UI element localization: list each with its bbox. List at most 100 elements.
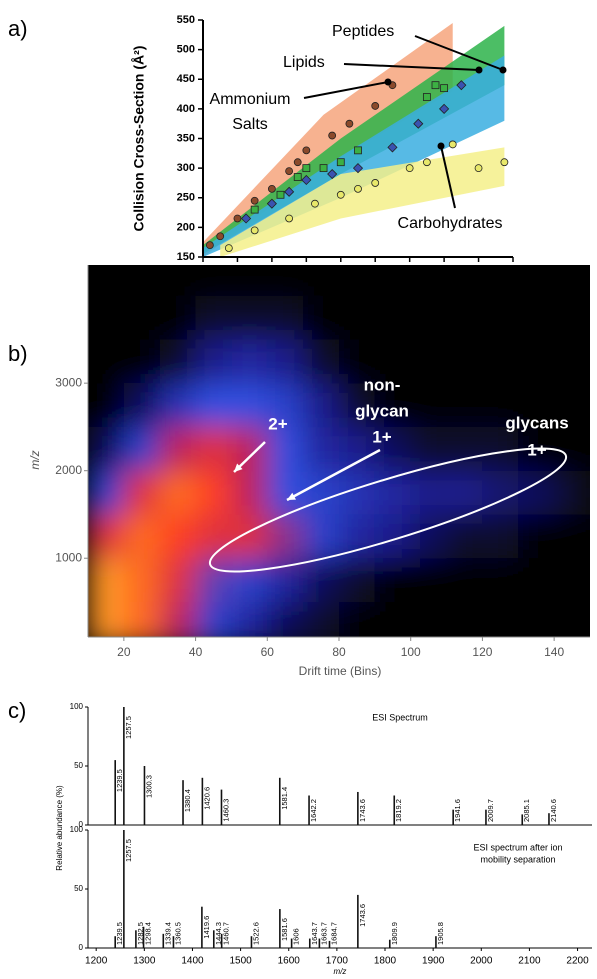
x-tick-label: 20 <box>117 645 131 659</box>
heatmap-cell <box>339 558 375 602</box>
heatmap-cell <box>554 383 590 427</box>
leader-line <box>440 145 456 209</box>
point <box>302 146 311 155</box>
heatmap-cell <box>303 514 339 559</box>
point <box>250 226 259 235</box>
y-tick-label: 300 <box>177 162 195 174</box>
y-tick-label: 100 <box>70 825 84 834</box>
y-tick-label: 250 <box>177 192 195 204</box>
heatmap-cells <box>88 295 590 637</box>
heatmap-cell <box>554 339 590 384</box>
peak-label: 1809.9 <box>390 922 399 945</box>
heatmap-cell <box>446 558 483 602</box>
heatmap-cell <box>267 470 304 515</box>
heatmap-cell <box>159 514 196 559</box>
heatmap-cell <box>482 426 519 471</box>
point <box>371 102 380 110</box>
point <box>448 140 457 149</box>
panel-label: a) <box>8 16 28 41</box>
heatmap-cell <box>303 339 339 384</box>
annotation: glycan <box>355 401 409 420</box>
peak-label: 1642.2 <box>309 799 318 822</box>
heatmap-cell <box>88 558 124 602</box>
heatmap-cell <box>518 339 555 384</box>
heatmap-cell <box>374 339 411 384</box>
heatmap-cell <box>267 426 304 471</box>
leader-dot <box>475 66 483 74</box>
point <box>413 118 424 129</box>
peak-label: 1460.7 <box>222 922 231 945</box>
heatmap-cell <box>410 601 447 637</box>
heatmap-cell <box>446 295 483 340</box>
x-tick-label: 1800 <box>374 956 397 967</box>
peak-label: 1941.6 <box>453 799 462 822</box>
heatmap-cell <box>231 426 268 471</box>
range-band <box>203 55 505 257</box>
point <box>352 163 364 174</box>
y-tick-label: 0 <box>79 943 84 952</box>
x-axis-label: Drift time (Bins) <box>299 664 382 678</box>
heatmap-cell <box>482 514 519 559</box>
point <box>293 173 302 181</box>
peak-label: 1743.6 <box>358 904 367 927</box>
heatmap-cell <box>446 470 483 515</box>
heatmap-cell <box>446 514 483 559</box>
leader-line <box>414 35 504 71</box>
heatmap-cell <box>231 383 268 427</box>
x-tick-label: 120 <box>472 645 492 659</box>
y-axis-label: m/z <box>28 450 42 469</box>
peak-label: 1743.6 <box>358 799 367 822</box>
point <box>319 164 328 173</box>
range-band <box>220 147 505 257</box>
heatmap-cell <box>518 383 555 427</box>
point <box>405 164 414 173</box>
y-tick-label: 350 <box>177 132 195 144</box>
peak-label: 1643.7 <box>310 922 319 945</box>
heatmap-cell <box>231 470 268 515</box>
heatmap-cell <box>482 295 519 340</box>
point <box>224 244 233 253</box>
peak-label: 2009.7 <box>486 799 495 822</box>
x-tick-label: 80 <box>332 645 346 659</box>
x-tick-label: 100 <box>401 645 421 659</box>
heatmap-cell <box>267 383 304 427</box>
spectrum-title: ESI Spectrum <box>372 712 428 722</box>
heatmap-cell <box>123 426 160 471</box>
heatmap-cell <box>123 383 160 427</box>
heatmap-cell <box>374 383 411 427</box>
point <box>285 167 294 175</box>
heatmap-cell <box>123 295 160 340</box>
heatmap-cell <box>88 426 124 471</box>
heatmap-cell <box>123 558 160 602</box>
point <box>311 199 319 208</box>
peak-label: 1444.3 <box>214 922 223 945</box>
x-tick-label: 2000 <box>470 956 493 967</box>
heatmap-cell <box>374 601 411 637</box>
peak-label: 1282.5 <box>136 922 145 945</box>
point <box>431 81 440 90</box>
point <box>440 84 449 93</box>
heatmap-cell <box>303 383 339 427</box>
peak-label: 1339.4 <box>163 922 172 945</box>
heatmap-cell <box>374 295 411 340</box>
heatmap-cell <box>123 601 160 637</box>
leader-dot <box>384 78 392 86</box>
annotation: 1+ <box>372 427 391 446</box>
peak-label: 1606 <box>292 928 301 945</box>
heatmap-cell <box>446 383 483 427</box>
heatmap-cell <box>410 383 447 427</box>
highlight-ellipse <box>208 447 568 573</box>
arrow-head <box>234 463 243 472</box>
heatmap-cell <box>88 470 124 515</box>
heatmap-cell <box>88 339 124 384</box>
heatmap-cell <box>195 601 232 637</box>
y-tick-label: 150 <box>177 251 195 263</box>
point <box>439 103 450 114</box>
heatmap-cell <box>339 383 375 427</box>
annotation: glycans <box>505 413 568 432</box>
y-tick-label: 450 <box>177 73 195 85</box>
annotation: Peptides <box>332 23 394 40</box>
peak-label: 2140.6 <box>549 799 558 822</box>
x-tick-label: 1300 <box>133 956 156 967</box>
